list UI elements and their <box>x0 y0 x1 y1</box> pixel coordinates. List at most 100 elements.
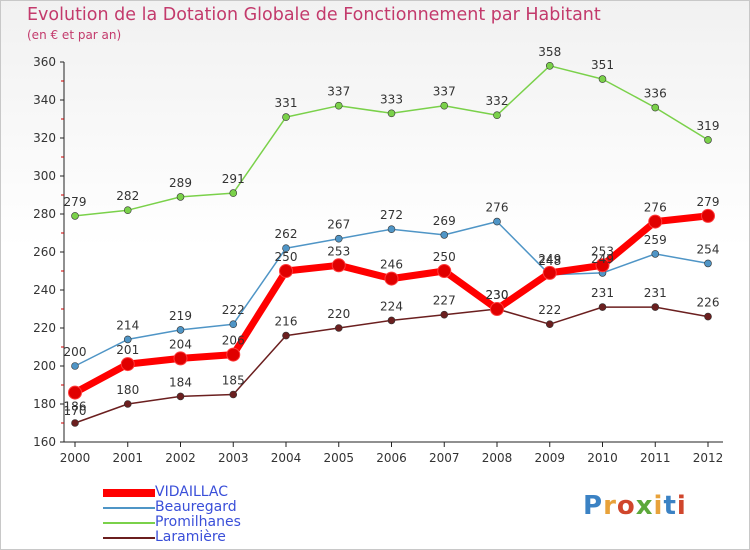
data-point <box>701 208 715 223</box>
data-point <box>440 231 449 239</box>
data-label: 279 <box>697 195 720 209</box>
data-point <box>387 225 396 233</box>
logo-letter: t <box>663 491 677 521</box>
data-point <box>704 312 712 321</box>
y-tick-label: 180 <box>33 397 56 411</box>
data-label: 279 <box>64 195 87 209</box>
data-point <box>542 265 557 280</box>
x-tick-label: 2011 <box>640 451 671 465</box>
data-point <box>176 392 185 401</box>
legend-item: Promilhanes <box>103 514 283 530</box>
data-point <box>282 113 290 121</box>
data-point <box>387 316 396 325</box>
chart-subtitle: (en € et par an) <box>27 28 122 42</box>
data-point <box>123 400 132 408</box>
data-point <box>123 206 132 214</box>
x-tick-label: 2000 <box>60 451 91 465</box>
data-label: 358 <box>538 45 561 59</box>
data-label: 246 <box>380 258 403 272</box>
data-point <box>279 264 293 278</box>
x-tick-label: 2006 <box>376 451 407 465</box>
data-point <box>229 320 238 329</box>
data-point <box>71 212 79 220</box>
y-tick-label: 160 <box>33 435 56 449</box>
data-label: 269 <box>433 214 456 228</box>
data-label: 249 <box>591 252 614 266</box>
logo-letter: P <box>583 491 604 521</box>
y-tick-label: 320 <box>33 131 56 145</box>
data-label: 200 <box>64 345 87 359</box>
data-label: 333 <box>380 92 403 106</box>
data-label: 226 <box>697 296 720 310</box>
data-label: 216 <box>275 315 298 329</box>
data-point <box>651 103 660 112</box>
y-tick-label: 240 <box>33 283 56 297</box>
data-point <box>493 217 501 226</box>
data-point <box>545 320 554 329</box>
data-point <box>123 335 132 344</box>
data-point <box>598 303 607 311</box>
data-point <box>282 244 290 252</box>
data-point <box>282 331 290 340</box>
data-point <box>334 324 343 332</box>
data-point <box>229 390 238 399</box>
data-point <box>493 111 501 119</box>
data-label: 253 <box>327 244 350 258</box>
data-label: 337 <box>327 85 350 99</box>
legend-item: VIDAILLAC <box>103 484 283 500</box>
data-label: 214 <box>116 318 139 332</box>
data-point <box>71 362 79 370</box>
data-point <box>440 310 449 319</box>
data-point <box>173 351 188 366</box>
data-label: 248 <box>538 254 561 268</box>
data-point <box>490 302 504 316</box>
data-point <box>226 347 241 362</box>
x-tick-label: 2009 <box>534 451 565 465</box>
y-tick-label: 360 <box>33 55 56 69</box>
data-point <box>651 303 660 311</box>
data-label: 201 <box>116 343 139 357</box>
data-label: 254 <box>697 242 720 256</box>
data-point <box>71 419 79 427</box>
logo-letter: r <box>603 491 617 521</box>
series-line <box>74 306 709 424</box>
data-label: 180 <box>116 383 139 397</box>
logo-letter: o <box>616 491 636 521</box>
x-tick-label: 2004 <box>271 451 302 465</box>
data-label: 336 <box>644 87 667 101</box>
legend-swatch <box>103 489 155 497</box>
legend-label: Beauregard <box>155 499 237 515</box>
legend-label: Promilhanes <box>155 514 241 530</box>
data-label: 289 <box>169 176 192 190</box>
data-point <box>437 264 452 278</box>
data-point <box>331 258 346 273</box>
series-line <box>74 65 709 217</box>
data-label: 253 <box>591 244 614 258</box>
data-point <box>68 385 82 400</box>
data-label: 184 <box>169 375 192 389</box>
data-point <box>648 214 663 229</box>
x-tick-label: 2010 <box>587 451 618 465</box>
data-label: 222 <box>222 303 245 317</box>
data-label: 262 <box>275 227 298 241</box>
chart-title: Evolution de la Dotation Globale de Fonc… <box>27 5 601 25</box>
y-tick-label: 220 <box>33 321 56 335</box>
x-tick-label: 2012 <box>693 451 724 465</box>
legend-item: Beauregard <box>103 499 283 515</box>
data-point <box>595 258 610 273</box>
legend-label: Laramière <box>155 529 226 545</box>
data-label: 170 <box>64 404 87 418</box>
data-point <box>334 234 343 243</box>
legend-swatch <box>103 537 155 539</box>
data-point <box>598 75 607 83</box>
data-label: 219 <box>169 309 192 323</box>
data-point <box>176 326 185 334</box>
logo-letter: x <box>635 491 654 521</box>
logo-letter: i <box>676 491 687 521</box>
data-point <box>229 189 238 197</box>
x-tick-label: 2003 <box>218 451 249 465</box>
data-label: 224 <box>380 299 403 313</box>
data-point <box>334 101 343 110</box>
data-label: 351 <box>591 58 614 72</box>
data-label: 231 <box>644 286 667 300</box>
